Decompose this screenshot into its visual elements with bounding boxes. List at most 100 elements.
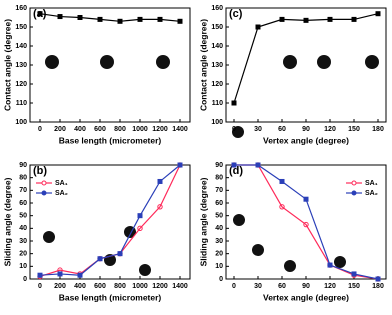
x-tick-label: 1400 xyxy=(172,126,188,133)
y-tick-label: 130 xyxy=(211,62,223,69)
panel: (c) 0 30 60 90 120 150 180 100 110 120 130 140 150 160… xyxy=(198,5,387,145)
y-tick-label: 160 xyxy=(15,5,27,12)
x-tick-label: 30 xyxy=(254,283,262,290)
marker xyxy=(279,178,285,184)
panel: (b) 0 200 400 600 800 1000 1200 1400 0 10 20 30 40 50 6… xyxy=(2,162,191,302)
y-tick-label: 150 xyxy=(15,24,27,31)
panel-label: (d) xyxy=(229,165,243,177)
x-tick-label: 0 xyxy=(38,126,42,133)
y-tick-label: 70 xyxy=(19,187,27,194)
x-tick-label: 1000 xyxy=(132,283,148,290)
y-tick-label: 10 xyxy=(215,263,223,270)
y-tick-label: 120 xyxy=(211,81,223,88)
y-tick-label: 50 xyxy=(19,213,27,220)
y-tick-label: 100 xyxy=(211,119,223,126)
panel-label: (b) xyxy=(33,165,47,177)
series-line xyxy=(39,13,181,22)
x-tick-label: 200 xyxy=(54,126,66,133)
marker xyxy=(57,14,63,20)
y-tick-label: 80 xyxy=(215,175,223,182)
x-tick-label: 90 xyxy=(302,283,310,290)
y-tick-label: 0 xyxy=(219,276,223,283)
y-tick-label: 40 xyxy=(19,225,27,232)
marker xyxy=(177,162,183,168)
x-axis-title: Base length (micrometer) xyxy=(59,135,162,145)
x-tick-label: 400 xyxy=(74,283,86,290)
marker xyxy=(137,16,143,22)
y-tick-label: 70 xyxy=(215,187,223,194)
y-tick-label: 0 xyxy=(23,276,27,283)
marker xyxy=(117,251,123,257)
marker xyxy=(57,271,63,277)
marker xyxy=(327,262,333,268)
marker xyxy=(157,16,163,22)
x-tick-label: 90 xyxy=(302,126,310,133)
marker xyxy=(177,18,183,24)
x-tick-label: 1400 xyxy=(172,283,188,290)
x-tick-label: 800 xyxy=(114,126,126,133)
legend-label: SA₁ xyxy=(55,180,68,187)
y-tick-label: 160 xyxy=(211,5,223,12)
y-tick-label: 20 xyxy=(19,251,27,258)
x-tick-label: 800 xyxy=(114,283,126,290)
marker xyxy=(231,162,237,168)
y-tick-label: 90 xyxy=(19,162,27,169)
marker xyxy=(97,16,103,22)
legend-label: SA₂ xyxy=(55,190,68,197)
y-axis-title: Sliding angle (degree) xyxy=(198,177,208,266)
panel: (d) 0 30 60 90 120 150 180 0 10 20 30 40 50 60 70 80 90 Ve… xyxy=(198,162,387,302)
x-tick-label: 1200 xyxy=(152,283,168,290)
marker xyxy=(303,221,309,228)
y-tick-label: 150 xyxy=(211,24,223,31)
y-tick-label: 30 xyxy=(19,238,27,245)
panel: (a)0200400600800100012001400100110120130… xyxy=(2,5,191,145)
x-tick-label: 60 xyxy=(278,283,286,290)
y-tick-label: 140 xyxy=(15,43,27,50)
y-axis-title: Sliding angle (degree) xyxy=(2,177,12,266)
x-tick-label: 0 xyxy=(38,283,42,290)
marker xyxy=(157,178,163,184)
series-line xyxy=(39,164,181,276)
y-tick-label: 100 xyxy=(15,119,27,126)
legend-marker xyxy=(351,190,357,196)
y-tick-label: 60 xyxy=(215,200,223,207)
y-tick-label: 90 xyxy=(215,162,223,169)
marker xyxy=(279,16,285,22)
marker xyxy=(255,162,261,168)
marker xyxy=(37,11,43,17)
marker xyxy=(77,15,83,20)
x-tick-label: 120 xyxy=(324,126,336,133)
x-tick-label: 180 xyxy=(372,283,384,290)
x-tick-label: 200 xyxy=(54,283,66,290)
marker xyxy=(97,256,103,262)
marker xyxy=(137,213,143,219)
marker xyxy=(303,17,309,23)
y-tick-label: 50 xyxy=(215,213,223,220)
x-tick-label: 60 xyxy=(278,126,286,133)
legend-marker xyxy=(351,180,357,186)
x-tick-label: 0 xyxy=(232,283,236,290)
x-tick-label: 30 xyxy=(254,126,262,133)
marker xyxy=(37,272,43,278)
marker xyxy=(375,11,381,17)
marker xyxy=(279,204,285,210)
y-tick-label: 10 xyxy=(19,263,27,270)
plot-frame xyxy=(225,7,387,123)
y-tick-label: 30 xyxy=(215,238,223,245)
y-axis-title: Contact angle (degree) xyxy=(198,19,208,111)
x-tick-label: 1000 xyxy=(132,126,148,133)
marker xyxy=(137,225,143,232)
legend-marker xyxy=(41,190,47,196)
y-tick-label: 80 xyxy=(19,175,27,182)
legend-label: SA₂ xyxy=(365,190,378,197)
x-tick-label: 600 xyxy=(94,283,106,290)
y-tick-label: 40 xyxy=(215,225,223,232)
x-tick-label: 180 xyxy=(372,126,384,133)
x-tick-label: 600 xyxy=(94,126,106,133)
x-tick-label: 150 xyxy=(348,126,360,133)
x-axis-title: Vertex angle (degree) xyxy=(263,135,349,145)
y-tick-label: 140 xyxy=(211,43,223,50)
marker xyxy=(255,24,261,30)
x-axis-title: Vertex angle (degree) xyxy=(263,292,349,302)
